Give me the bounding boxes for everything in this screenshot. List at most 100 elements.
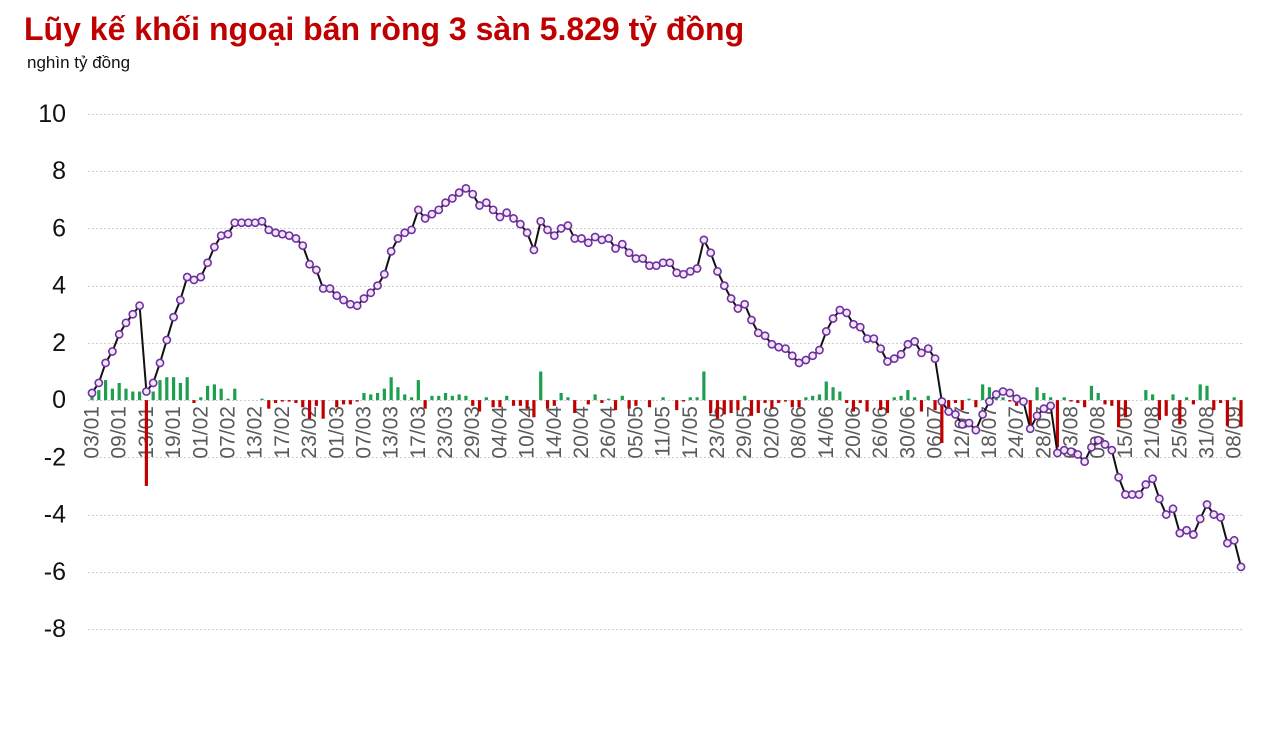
- cumulative-point: [1134, 490, 1144, 499]
- daily-net-bar: [185, 377, 189, 401]
- daily-net-bar: [97, 390, 101, 401]
- cumulative-point: [747, 315, 756, 325]
- x-tick-label: 10/04: [516, 406, 539, 459]
- cumulative-point: [386, 246, 396, 256]
- daily-net-bar: [1089, 385, 1094, 401]
- daily-net-bar: [362, 392, 366, 401]
- daily-net-bar: [763, 400, 767, 403]
- cumulative-point: [597, 235, 607, 245]
- cumulative-point: [522, 228, 532, 238]
- daily-net-bar: [273, 400, 278, 403]
- daily-net-bar: [1062, 397, 1066, 401]
- daily-net-bar: [532, 400, 536, 418]
- cumulative-point: [515, 219, 525, 229]
- daily-net-bar: [430, 395, 434, 401]
- cumulative-point: [842, 308, 852, 318]
- daily-net-bar: [634, 400, 638, 406]
- daily-net-bar: [559, 392, 563, 401]
- cumulative-point: [101, 358, 110, 368]
- daily-net-bar: [627, 400, 631, 409]
- daily-net-bar: [498, 400, 502, 408]
- daily-net-bar: [287, 400, 291, 402]
- cumulative-point: [930, 354, 940, 364]
- daily-net-bar: [804, 397, 808, 401]
- cumulative-point: [121, 318, 131, 328]
- cumulative-point: [889, 354, 899, 364]
- cumulative-point: [373, 281, 382, 291]
- cumulative-point: [407, 225, 416, 235]
- daily-net-bar: [1035, 387, 1039, 401]
- daily-net-bar: [620, 395, 624, 401]
- daily-net-bar: [464, 395, 468, 401]
- cumulative-point: [257, 216, 267, 226]
- daily-net-bar: [1028, 400, 1032, 428]
- daily-net-bar: [675, 400, 679, 411]
- daily-net-bar: [906, 390, 910, 401]
- daily-net-bar: [974, 400, 978, 408]
- x-tick-label: 07/03: [352, 406, 375, 459]
- cumulative-point: [271, 228, 280, 238]
- cumulative-point: [1025, 424, 1035, 434]
- daily-net-bar: [953, 400, 958, 403]
- daily-net-bar: [756, 400, 760, 413]
- cumulative-point: [325, 284, 335, 293]
- cumulative-markers: [87, 183, 1246, 572]
- cumulative-point: [1114, 472, 1124, 482]
- daily-net-bar: [165, 377, 169, 401]
- daily-net-bar: [981, 384, 985, 401]
- cumulative-point: [529, 245, 539, 255]
- chart-title: Lũy kế khối ngoại bán ròng 3 sàn 5.829 t…: [24, 11, 744, 47]
- daily-net-bar: [212, 384, 216, 401]
- cumulative-point: [94, 378, 104, 388]
- daily-net-bar: [1008, 400, 1012, 402]
- x-tick-label: 05/05: [624, 406, 647, 459]
- daily-net-bar: [600, 400, 604, 403]
- y-tick-label: 6: [52, 214, 66, 242]
- cumulative-point: [345, 299, 355, 309]
- x-tick-label: 13/02: [244, 406, 267, 459]
- cumulative-point: [1168, 504, 1178, 514]
- daily-net-bar: [892, 397, 896, 401]
- daily-net-bar: [1239, 400, 1243, 427]
- y-gridlines: [88, 114, 1244, 630]
- cumulative-point: [216, 231, 226, 240]
- daily-net-bar: [280, 400, 284, 402]
- cumulative-point: [978, 410, 988, 419]
- daily-net-bar: [790, 400, 794, 408]
- y-unit-label: nghìn tỷ đồng: [27, 53, 130, 72]
- daily-net-bar: [607, 398, 611, 401]
- x-tick-label: 24/07: [1005, 406, 1028, 459]
- cumulative-point: [332, 291, 342, 301]
- daily-net-bar: [457, 394, 461, 401]
- daily-net-bar: [593, 394, 597, 401]
- x-tick-label: 17/02: [271, 406, 294, 459]
- daily-net-bar: [777, 400, 781, 403]
- daily-net-bar: [226, 398, 230, 401]
- x-tick-label: 07/02: [216, 406, 239, 459]
- daily-net-bar: [409, 397, 414, 401]
- x-tick-label: 01/02: [189, 406, 212, 459]
- cumulative-point: [155, 358, 165, 368]
- cumulative-point: [148, 378, 158, 388]
- cumulative-point: [1032, 411, 1042, 421]
- cumulative-point: [774, 342, 784, 352]
- daily-net-bar: [525, 400, 529, 409]
- daily-net-bar: [885, 400, 890, 413]
- daily-net-bar: [321, 400, 325, 419]
- daily-net-bar: [702, 371, 706, 401]
- x-tick-label: 23/02: [298, 406, 321, 459]
- daily-net-bar: [117, 382, 121, 401]
- daily-net-bar: [797, 400, 801, 408]
- x-tick-label: 31/08: [1196, 406, 1219, 459]
- cumulative-point: [1019, 397, 1028, 406]
- x-tick-label: 03/01: [81, 406, 104, 459]
- daily-net-bar: [104, 380, 108, 401]
- daily-net-bar: [736, 400, 740, 411]
- daily-net-bar: [919, 400, 924, 412]
- x-tick-label: 03/08: [1060, 406, 1083, 459]
- cumulative-point: [726, 294, 736, 303]
- daily-net-bar: [960, 400, 964, 411]
- cumulative-point: [951, 410, 960, 419]
- daily-net-bar: [1212, 400, 1216, 411]
- daily-net-bar: [484, 397, 488, 401]
